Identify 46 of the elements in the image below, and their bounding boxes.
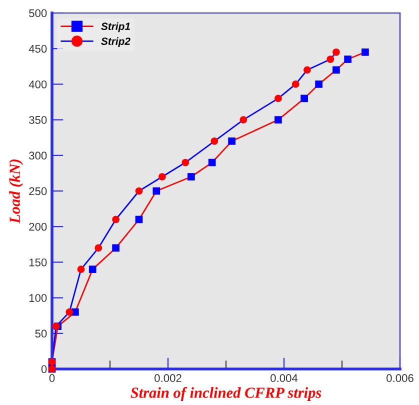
point [274, 94, 282, 102]
point [344, 56, 352, 63]
x-axis-title: Strain of inclined CFRP strips [130, 386, 322, 402]
x-tick-label: 0.002 [154, 374, 182, 382]
y-tick-label: 400 [28, 80, 47, 88]
x-tick-label: 0 [49, 374, 55, 382]
point [88, 266, 96, 273]
point [326, 56, 334, 63]
point [112, 216, 120, 224]
point [315, 80, 322, 88]
point [135, 187, 143, 195]
point [332, 48, 340, 56]
point [77, 266, 85, 273]
point [210, 137, 218, 145]
point [112, 244, 120, 252]
y-tick-label: 150 [29, 258, 47, 266]
point [182, 158, 190, 166]
y-tick-label: 300 [29, 152, 47, 160]
point [66, 308, 74, 316]
legend-label: Strip1 [101, 22, 130, 32]
point [362, 48, 369, 56]
point [152, 187, 160, 195]
x-tick-label: 0.004 [270, 374, 298, 382]
point [158, 173, 166, 180]
point [208, 158, 216, 166]
y-tick-label: 200 [29, 222, 47, 231]
point [228, 137, 236, 145]
point [240, 116, 248, 124]
y-tick-label: 350 [29, 116, 47, 124]
y-tick-label: 450 [28, 44, 47, 53]
x-tick-label: 0.006 [386, 374, 414, 382]
point [188, 173, 195, 180]
y-tick-label: 100 [29, 294, 47, 302]
legend-label: Strip2 [101, 37, 130, 48]
point [135, 216, 143, 224]
point [292, 80, 300, 88]
point [94, 244, 102, 252]
point [304, 66, 311, 74]
y-tick-label: 50 [35, 330, 47, 338]
point [274, 116, 282, 124]
y-axis-title: Load (kN) [9, 160, 24, 224]
y-tick-label: 500 [29, 9, 47, 18]
y-tick-label: 250 [29, 187, 47, 196]
point [300, 94, 308, 102]
y-tick-label: 0 [41, 365, 47, 374]
point [332, 66, 340, 74]
